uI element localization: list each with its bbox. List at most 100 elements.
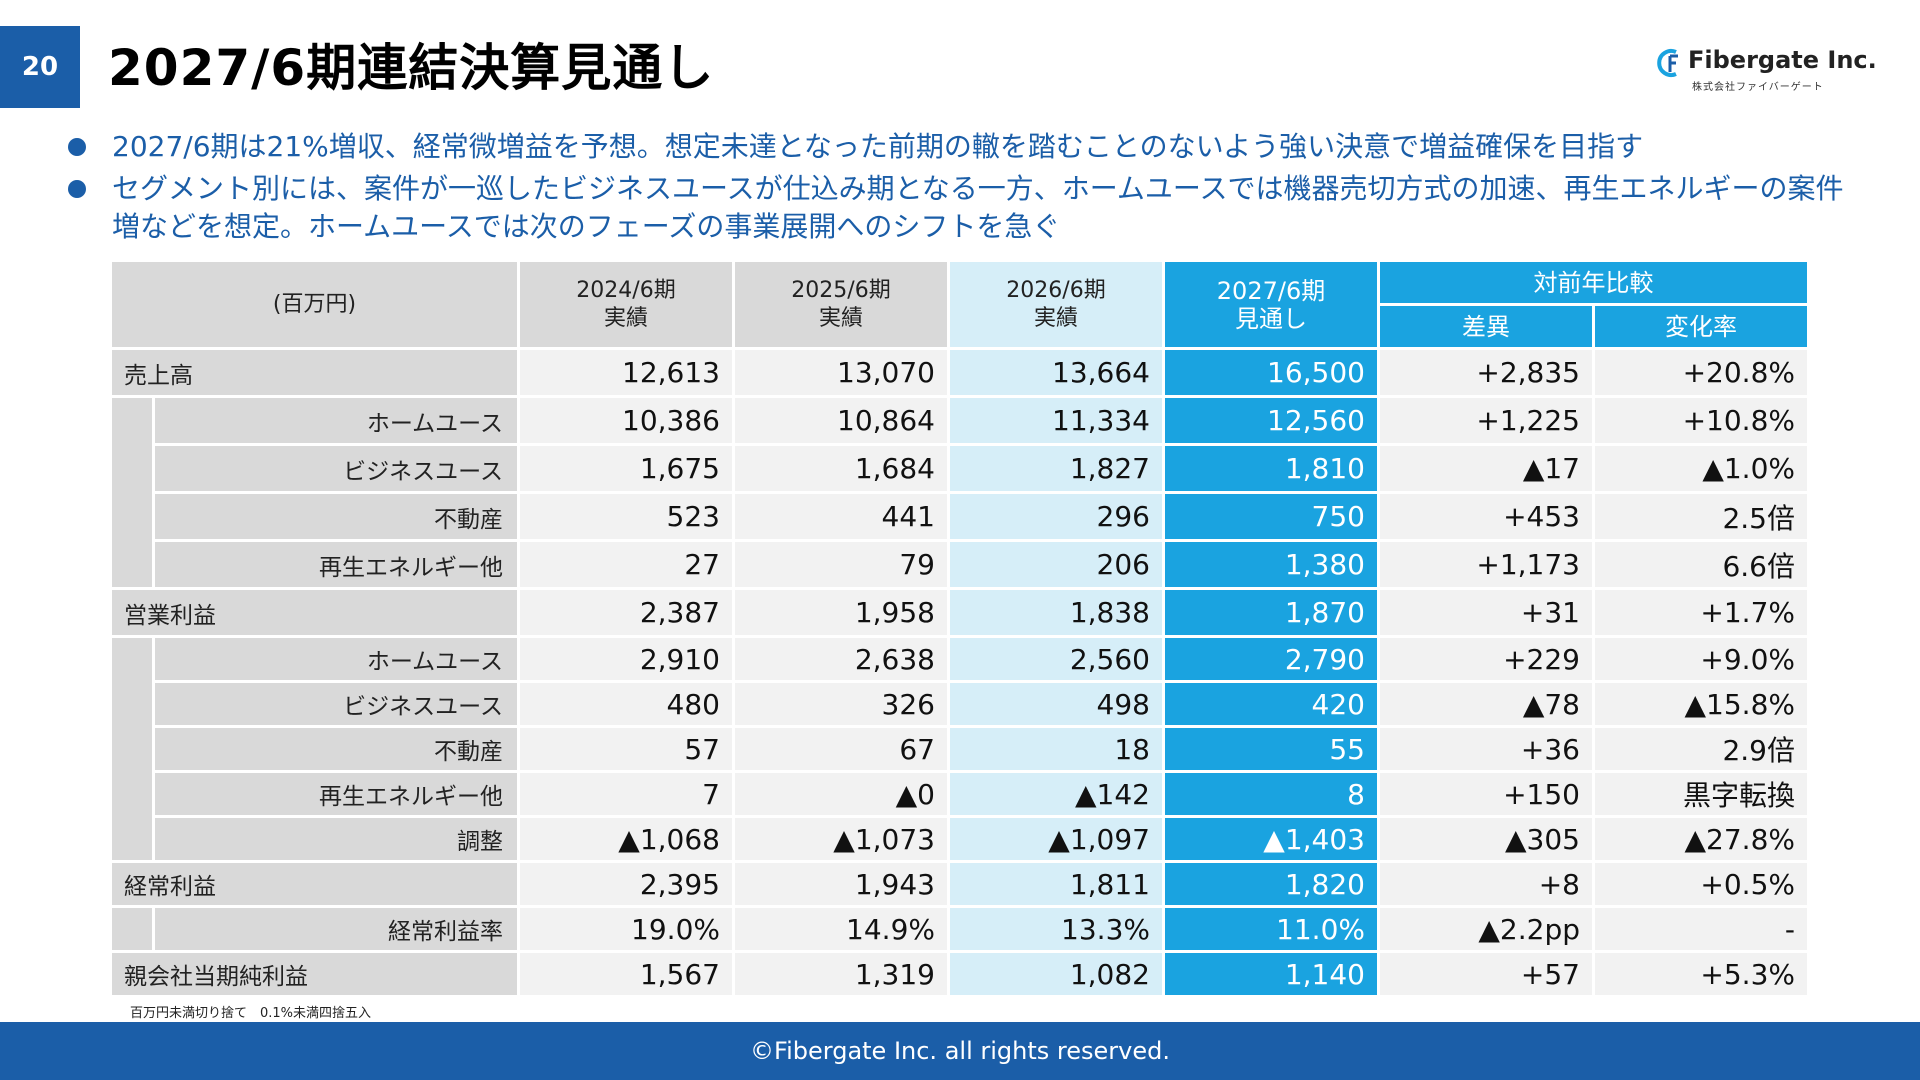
fibergate-logo-icon <box>1657 49 1678 77</box>
value-cell: +8 <box>1380 863 1592 905</box>
value-cell: 441 <box>735 494 947 539</box>
value-cell: 1,675 <box>520 446 732 491</box>
row-sublabel: 再生エネルギー他 <box>155 542 517 587</box>
unit-header: (百万円) <box>112 262 517 347</box>
value-cell: 750 <box>1165 494 1377 539</box>
page-title: 2027/6期連結決算見通し <box>108 39 715 97</box>
value-cell: 11.0% <box>1165 908 1377 950</box>
value-cell: 1,943 <box>735 863 947 905</box>
logo-name: Fibergate Inc. <box>1688 46 1877 74</box>
company-logo: Fibergate Inc. 株式会社ファイバーゲート <box>1652 44 1877 94</box>
table-row: 営業利益 2,387 1,958 1,838 1,870 +31 +1.7% <box>112 590 1807 635</box>
value-cell: 296 <box>950 494 1162 539</box>
value-cell: 黒字転換 <box>1595 773 1807 815</box>
row-label: 親会社当期純利益 <box>112 953 517 995</box>
value-cell: 420 <box>1165 683 1377 725</box>
value-cell: ▲1,073 <box>735 818 947 860</box>
table-row: 経常利益 2,395 1,943 1,811 1,820 +8 +0.5% <box>112 863 1807 905</box>
bullet-text: セグメント別には、案件が一巡したビジネスユースが仕込み期となる一方、ホームユース… <box>112 172 1844 243</box>
value-cell: 1,958 <box>735 590 947 635</box>
forecast-table: (百万円) 2024/6期 実績 2025/6期 実績 2026/6期 実績 2027… <box>109 259 1810 998</box>
value-cell: +2,835 <box>1380 350 1592 395</box>
table-row: 不動産 57 67 18 55 +36 2.9倍 <box>112 728 1807 770</box>
value-cell: 523 <box>520 494 732 539</box>
value-cell: 1,140 <box>1165 953 1377 995</box>
value-cell: 14.9% <box>735 908 947 950</box>
col-header-2027-forecast: 2027/6期 見通し <box>1165 262 1377 347</box>
value-cell: 8 <box>1165 773 1377 815</box>
row-sublabel: 経常利益率 <box>155 908 517 950</box>
logo-subtitle: 株式会社ファイバーゲート <box>1692 82 1824 93</box>
value-cell: 1,810 <box>1165 446 1377 491</box>
value-cell: +453 <box>1380 494 1592 539</box>
value-cell: 1,838 <box>950 590 1162 635</box>
value-cell: 19.0% <box>520 908 732 950</box>
value-cell: ▲78 <box>1380 683 1592 725</box>
col-header-rate: 変化率 <box>1595 306 1807 347</box>
value-cell: +1.7% <box>1595 590 1807 635</box>
value-cell: +57 <box>1380 953 1592 995</box>
value-cell: ▲0 <box>735 773 947 815</box>
value-cell: 326 <box>735 683 947 725</box>
value-cell: +10.8% <box>1595 398 1807 443</box>
value-cell: 13,664 <box>950 350 1162 395</box>
value-cell: +9.0% <box>1595 638 1807 680</box>
table-row: 経常利益率 19.0% 14.9% 13.3% 11.0% ▲2.2pp - <box>112 908 1807 950</box>
value-cell: 16,500 <box>1165 350 1377 395</box>
page-number: 20 <box>0 26 80 108</box>
value-cell: +5.3% <box>1595 953 1807 995</box>
value-cell: ▲305 <box>1380 818 1592 860</box>
value-cell: 1,820 <box>1165 863 1377 905</box>
table-row: ホームユース 2,910 2,638 2,560 2,790 +229 +9.0% <box>112 638 1807 860</box>
indent-cell <box>112 398 152 587</box>
value-cell: ▲2.2pp <box>1380 908 1592 950</box>
value-cell: ▲1,403 <box>1165 818 1377 860</box>
row-sublabel: ビジネスユース <box>155 446 517 491</box>
value-cell: 1,827 <box>950 446 1162 491</box>
value-cell: 480 <box>520 683 732 725</box>
value-cell: 12,560 <box>1165 398 1377 443</box>
bullet-item: セグメント別には、案件が一巡したビジネスユースが仕込み期となる一方、ホームユース… <box>68 170 1858 246</box>
col-header-2026: 2026/6期 実績 <box>950 262 1162 347</box>
row-label: 営業利益 <box>112 590 517 635</box>
indent-cell <box>112 638 152 860</box>
value-cell: 2,560 <box>950 638 1162 680</box>
value-cell: ▲15.8% <box>1595 683 1807 725</box>
value-cell: +36 <box>1380 728 1592 770</box>
value-cell: 67 <box>735 728 947 770</box>
value-cell: ▲27.8% <box>1595 818 1807 860</box>
value-cell: +1,225 <box>1380 398 1592 443</box>
value-cell: 12,613 <box>520 350 732 395</box>
value-cell: +229 <box>1380 638 1592 680</box>
value-cell: +31 <box>1380 590 1592 635</box>
value-cell: 1,684 <box>735 446 947 491</box>
row-sublabel: 不動産 <box>155 494 517 539</box>
value-cell: 57 <box>520 728 732 770</box>
value-cell: 55 <box>1165 728 1377 770</box>
col-header-2024: 2024/6期 実績 <box>520 262 732 347</box>
table-row: 再生エネルギー他 7 ▲0 ▲142 8 +150 黒字転換 <box>112 773 1807 815</box>
value-cell: 2,638 <box>735 638 947 680</box>
value-cell: ▲1.0% <box>1595 446 1807 491</box>
value-cell: ▲142 <box>950 773 1162 815</box>
row-sublabel: 不動産 <box>155 728 517 770</box>
bullet-item: 2027/6期は21%増収、経常微増益を予想。想定未達となった前期の轍を踏むこと… <box>68 128 1858 166</box>
col-header-2025: 2025/6期 実績 <box>735 262 947 347</box>
value-cell: 10,864 <box>735 398 947 443</box>
value-cell: 13,070 <box>735 350 947 395</box>
table-row: ホームユース 10,386 10,864 11,334 12,560 +1,225 +10.… <box>112 398 1807 587</box>
value-cell: 2,387 <box>520 590 732 635</box>
bullet-dot-icon <box>68 180 86 198</box>
value-cell: +1,173 <box>1380 542 1592 587</box>
value-cell: +0.5% <box>1595 863 1807 905</box>
table-body: 売上高 12,613 13,070 13,664 16,500 +2,835 +20.8% ホ… <box>112 350 1807 995</box>
value-cell: 1,380 <box>1165 542 1377 587</box>
value-cell: 2,910 <box>520 638 732 680</box>
bullet-text: 2027/6期は21%増収、経常微増益を予想。想定未達となった前期の轍を踏むこと… <box>112 130 1644 163</box>
value-cell: +20.8% <box>1595 350 1807 395</box>
table-row: ビジネスユース 480 326 498 420 ▲78 ▲15.8% <box>112 683 1807 725</box>
table-row: 調整 ▲1,068 ▲1,073 ▲1,097 ▲1,403 ▲305 ▲27.8% <box>112 818 1807 860</box>
row-sublabel: ホームユース <box>155 638 517 680</box>
value-cell: ▲17 <box>1380 446 1592 491</box>
value-cell: 1,811 <box>950 863 1162 905</box>
